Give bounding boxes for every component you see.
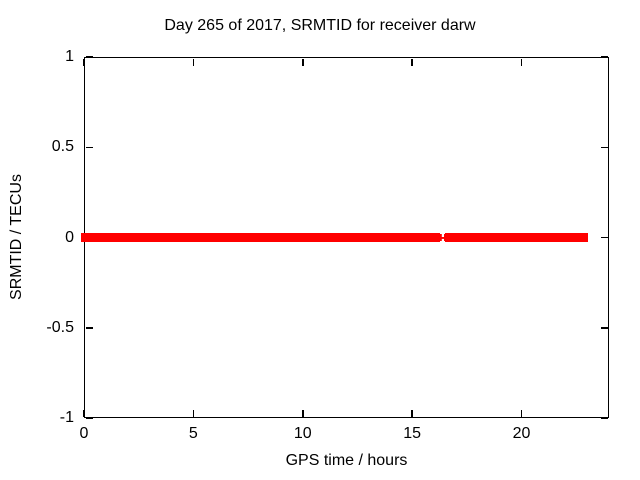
x-tick-mark xyxy=(411,409,413,417)
y-tick-mark xyxy=(85,56,93,58)
x-tick-label: 5 xyxy=(188,425,198,442)
x-tick-mark-top xyxy=(302,58,304,66)
y-tick-label: 0.5 xyxy=(51,138,74,156)
y-tick-mark xyxy=(85,327,93,329)
x-tick-mark-top xyxy=(83,58,85,66)
y-tick-mark-right xyxy=(600,417,608,419)
y-tick-label: -0.5 xyxy=(46,318,74,336)
x-tick-mark xyxy=(302,409,304,417)
x-tick-mark xyxy=(520,409,523,417)
x-tick-label: 10 xyxy=(293,425,312,442)
x-tick-mark xyxy=(83,409,85,417)
x-tick-label: 15 xyxy=(403,425,422,442)
data-point-plus-marker xyxy=(441,234,449,241)
x-tick-label: 20 xyxy=(512,425,531,442)
y-tick-mark-right xyxy=(600,56,608,58)
y-tick-mark-right xyxy=(600,327,608,329)
y-tick-label: 1 xyxy=(65,48,74,65)
x-tick-mark-top xyxy=(520,58,523,66)
x-tick-label: 0 xyxy=(79,425,89,442)
data-point-plus-marker xyxy=(437,234,445,241)
data-series-segment xyxy=(80,233,440,242)
chart-title: Day 265 of 2017, SRMTID for receiver dar… xyxy=(164,17,476,34)
y-tick-mark-right xyxy=(600,146,608,148)
x-axis-label: GPS time / hours xyxy=(285,452,408,469)
data-series-segment xyxy=(444,233,589,242)
y-tick-label: 0 xyxy=(65,228,74,246)
y-tick-mark xyxy=(85,146,93,148)
x-tick-mark-top xyxy=(411,58,413,66)
x-tick-mark-top xyxy=(192,58,195,66)
x-tick-mark xyxy=(192,409,195,417)
y-tick-label: -1 xyxy=(59,409,74,426)
y-tick-mark xyxy=(85,417,93,419)
y-tick-mark-right xyxy=(600,236,608,239)
